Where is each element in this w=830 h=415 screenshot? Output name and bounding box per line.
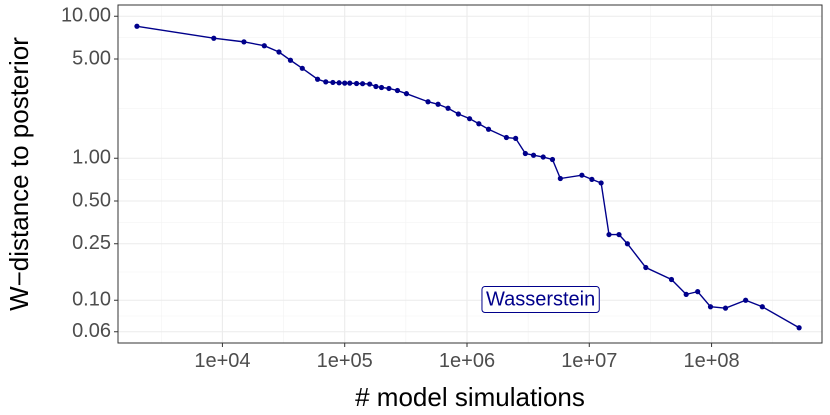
data-point: [342, 80, 348, 86]
plot-panel-background: [118, 5, 822, 343]
y-tick-label: 0.25: [72, 232, 111, 254]
data-point: [643, 264, 649, 271]
data-point: [353, 80, 360, 87]
data-point: [743, 297, 749, 303]
data-point: [616, 231, 622, 238]
data-point: [373, 83, 379, 90]
minor-grid-lines: [118, 5, 822, 343]
x-tick-label: 1e+06: [439, 350, 495, 372]
data-point: [276, 49, 282, 55]
x-tick-label: 1e+08: [683, 350, 739, 372]
data-point: [445, 105, 451, 111]
data-point: [378, 84, 385, 91]
data-point: [476, 121, 482, 127]
data-point: [394, 87, 401, 94]
data-point: [359, 81, 366, 87]
data-point: [336, 80, 342, 86]
data-point: [624, 241, 631, 247]
y-tick-label: 5.00: [72, 47, 111, 69]
data-point: [330, 79, 336, 86]
data-point: [323, 79, 329, 85]
data-point: [668, 276, 675, 283]
data-point: [796, 325, 802, 331]
data-point: [579, 172, 585, 178]
x-axis-title: # model simulations: [355, 382, 585, 412]
data-point: [695, 289, 701, 295]
data-point: [314, 76, 321, 82]
data-point: [707, 304, 714, 310]
data-point: [722, 305, 729, 311]
y-tick-label: 0.50: [72, 189, 111, 211]
y-tick-label: 0.10: [72, 289, 111, 311]
data-point: [261, 43, 267, 49]
data-point: [403, 91, 410, 97]
y-tick-label: 0.06: [72, 320, 111, 342]
data-point: [598, 180, 604, 186]
plot-panel-border: [117, 4, 823, 344]
data-point: [299, 65, 305, 71]
series-layer: [134, 23, 802, 331]
y-axis-title: W−distance to posterior: [4, 37, 34, 311]
data-point: [455, 111, 461, 117]
x-tick-label: 1e+07: [561, 350, 617, 372]
data-point: [211, 35, 217, 41]
data-point: [347, 80, 353, 86]
data-point: [522, 150, 528, 157]
data-point: [466, 116, 473, 122]
data-point: [425, 99, 431, 105]
data-point: [241, 39, 247, 45]
annotation-label: Wasserstein: [486, 289, 595, 311]
y-axis-ticks: 10.00 5.00 1.00 0.50 0.25 0.10 0.06: [61, 5, 118, 342]
data-point: [589, 176, 595, 182]
data-point: [435, 101, 441, 107]
data-point: [557, 175, 563, 182]
data-point: [513, 135, 519, 141]
annotation-box: [481, 286, 600, 314]
data-point: [386, 85, 392, 92]
data-point: [549, 156, 556, 163]
annotation-layer: Wasserstein: [481, 286, 600, 314]
data-point: [530, 152, 537, 158]
data-point: [759, 304, 765, 310]
data-point: [683, 291, 689, 297]
data-point: [485, 126, 492, 132]
data-point: [367, 81, 373, 87]
data-point: [287, 57, 294, 63]
data-point: [606, 231, 612, 238]
data-point: [134, 23, 140, 29]
data-point: [540, 154, 546, 160]
data-point: [503, 134, 509, 141]
x-tick-label: 1e+05: [317, 350, 373, 372]
y-tick-label: 1.00: [72, 147, 111, 169]
y-tick-label: 10.00: [61, 5, 111, 27]
x-axis-ticks: 1e+04 1e+05 1e+06 1e+07 1e+08: [194, 343, 740, 372]
x-tick-label: 1e+04: [194, 350, 250, 372]
